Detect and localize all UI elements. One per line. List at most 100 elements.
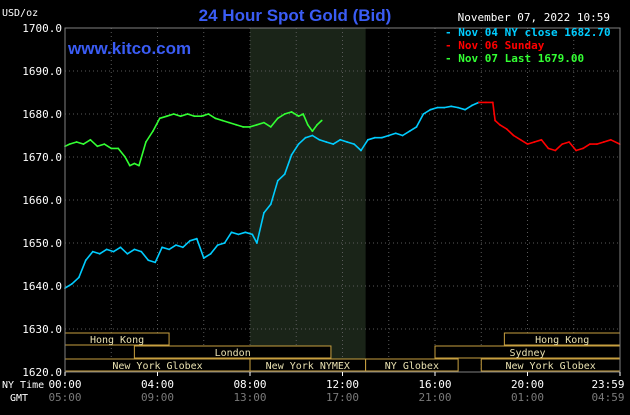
- y-tick-label: 1680.0: [22, 108, 62, 121]
- series-point: [269, 203, 272, 206]
- series-point: [415, 126, 418, 128]
- session-bar-label: New York Globex: [112, 361, 202, 372]
- series-point: [138, 164, 140, 167]
- series-point: [394, 132, 397, 135]
- series-point: [112, 250, 115, 253]
- series-point: [244, 231, 247, 234]
- series-point: [228, 121, 231, 124]
- series-point: [172, 113, 175, 115]
- series-point: [209, 252, 212, 255]
- gmt-row-label: GMT: [10, 393, 28, 404]
- x-tick-label-gmt: 21:00: [418, 391, 451, 404]
- series-point: [582, 147, 584, 150]
- series-point: [408, 130, 411, 133]
- ny-time-row-label: NY Time: [2, 380, 44, 391]
- series-point: [450, 105, 453, 108]
- y-tick-label: 1670.0: [22, 151, 62, 164]
- session-bar: NY Globex: [365, 358, 459, 372]
- series-point: [568, 141, 570, 143]
- series-point: [140, 250, 143, 253]
- series-point: [276, 117, 279, 120]
- series-point: [71, 283, 73, 285]
- series-point: [84, 259, 87, 262]
- series-point: [360, 149, 362, 152]
- session-bar-label: NY Globex: [385, 361, 439, 372]
- series-point: [242, 126, 245, 128]
- series-point: [422, 113, 425, 115]
- y-tick-label: 1620.0: [22, 366, 62, 379]
- x-tick-label-ny: 04:00: [141, 378, 174, 391]
- x-tick-label-ny: 12:00: [326, 378, 359, 391]
- series-point: [485, 101, 487, 104]
- series-point: [214, 117, 217, 120]
- session-bar: Hong Kong: [64, 332, 170, 346]
- series-point: [332, 143, 335, 146]
- legend-entry: - Nov 07 Last 1679.00: [445, 52, 584, 65]
- chart-timestamp: November 07, 2022 10:59: [458, 11, 610, 24]
- session-bar-label: Hong Kong: [90, 335, 144, 346]
- y-unit-label: USD/oz: [2, 8, 38, 19]
- series-point: [471, 104, 473, 107]
- nymex-shaded-region: [250, 28, 366, 372]
- series-point: [75, 141, 78, 143]
- series-point: [195, 237, 198, 240]
- series-point: [147, 259, 150, 262]
- legend-entry: - Nov 04 NY close 1682.70: [445, 26, 611, 39]
- series-point: [316, 123, 318, 126]
- series-point: [387, 134, 390, 137]
- session-bar-label: Hong Kong: [535, 335, 589, 346]
- series-point: [443, 106, 446, 109]
- series-point: [561, 143, 564, 146]
- series-point: [297, 143, 300, 146]
- series-point: [374, 136, 376, 139]
- x-tick-label-ny: 00:00: [48, 378, 81, 391]
- session-bar: New York Globex: [480, 358, 621, 372]
- series-point: [367, 138, 369, 141]
- y-tick-label: 1650.0: [22, 237, 62, 250]
- x-tick-label-gmt: 05:00: [48, 391, 81, 404]
- series-point: [554, 149, 557, 152]
- series-point: [320, 119, 323, 122]
- series-point: [263, 121, 265, 124]
- x-tick-label-gmt: 09:00: [141, 391, 174, 404]
- series-point: [306, 123, 309, 126]
- series-point: [179, 115, 182, 118]
- series-point: [498, 123, 501, 126]
- series-point: [505, 128, 508, 130]
- series-point: [78, 276, 80, 279]
- session-bar-label: New York NYMEX: [266, 361, 350, 372]
- y-tick-label: 1700.0: [22, 22, 62, 35]
- site-url[interactable]: www.kitco.com: [67, 39, 191, 58]
- series-point: [237, 233, 240, 236]
- series-point: [302, 113, 305, 115]
- y-tick-label: 1690.0: [22, 65, 62, 78]
- session-bar: New York NYMEX: [249, 358, 367, 372]
- series-point: [256, 242, 258, 244]
- series-point: [339, 138, 342, 141]
- y-tick-label: 1630.0: [22, 323, 62, 336]
- series-point: [478, 101, 480, 104]
- series-line: [478, 101, 621, 152]
- series-point: [526, 143, 529, 146]
- series-point: [182, 246, 184, 249]
- series-point: [464, 108, 466, 111]
- x-tick-label-ny: 23:59: [591, 378, 624, 391]
- series-point: [221, 119, 224, 122]
- series-point: [91, 250, 94, 253]
- series-point: [165, 115, 168, 118]
- series-point: [202, 257, 205, 259]
- series-point: [119, 246, 122, 249]
- session-bar-label: New York Globex: [505, 361, 595, 372]
- series-point: [117, 147, 120, 150]
- series-point: [189, 239, 191, 242]
- series-point: [263, 212, 265, 214]
- series-point: [436, 106, 439, 109]
- series-point: [547, 147, 550, 150]
- series-point: [168, 248, 171, 251]
- x-tick-label-gmt: 01:00: [511, 391, 544, 404]
- series-point: [251, 233, 254, 236]
- series-point: [346, 141, 348, 143]
- x-tick-label-gmt: 04:59: [591, 391, 624, 404]
- session-bar-label: Sydney: [509, 348, 545, 359]
- series-point: [519, 138, 522, 141]
